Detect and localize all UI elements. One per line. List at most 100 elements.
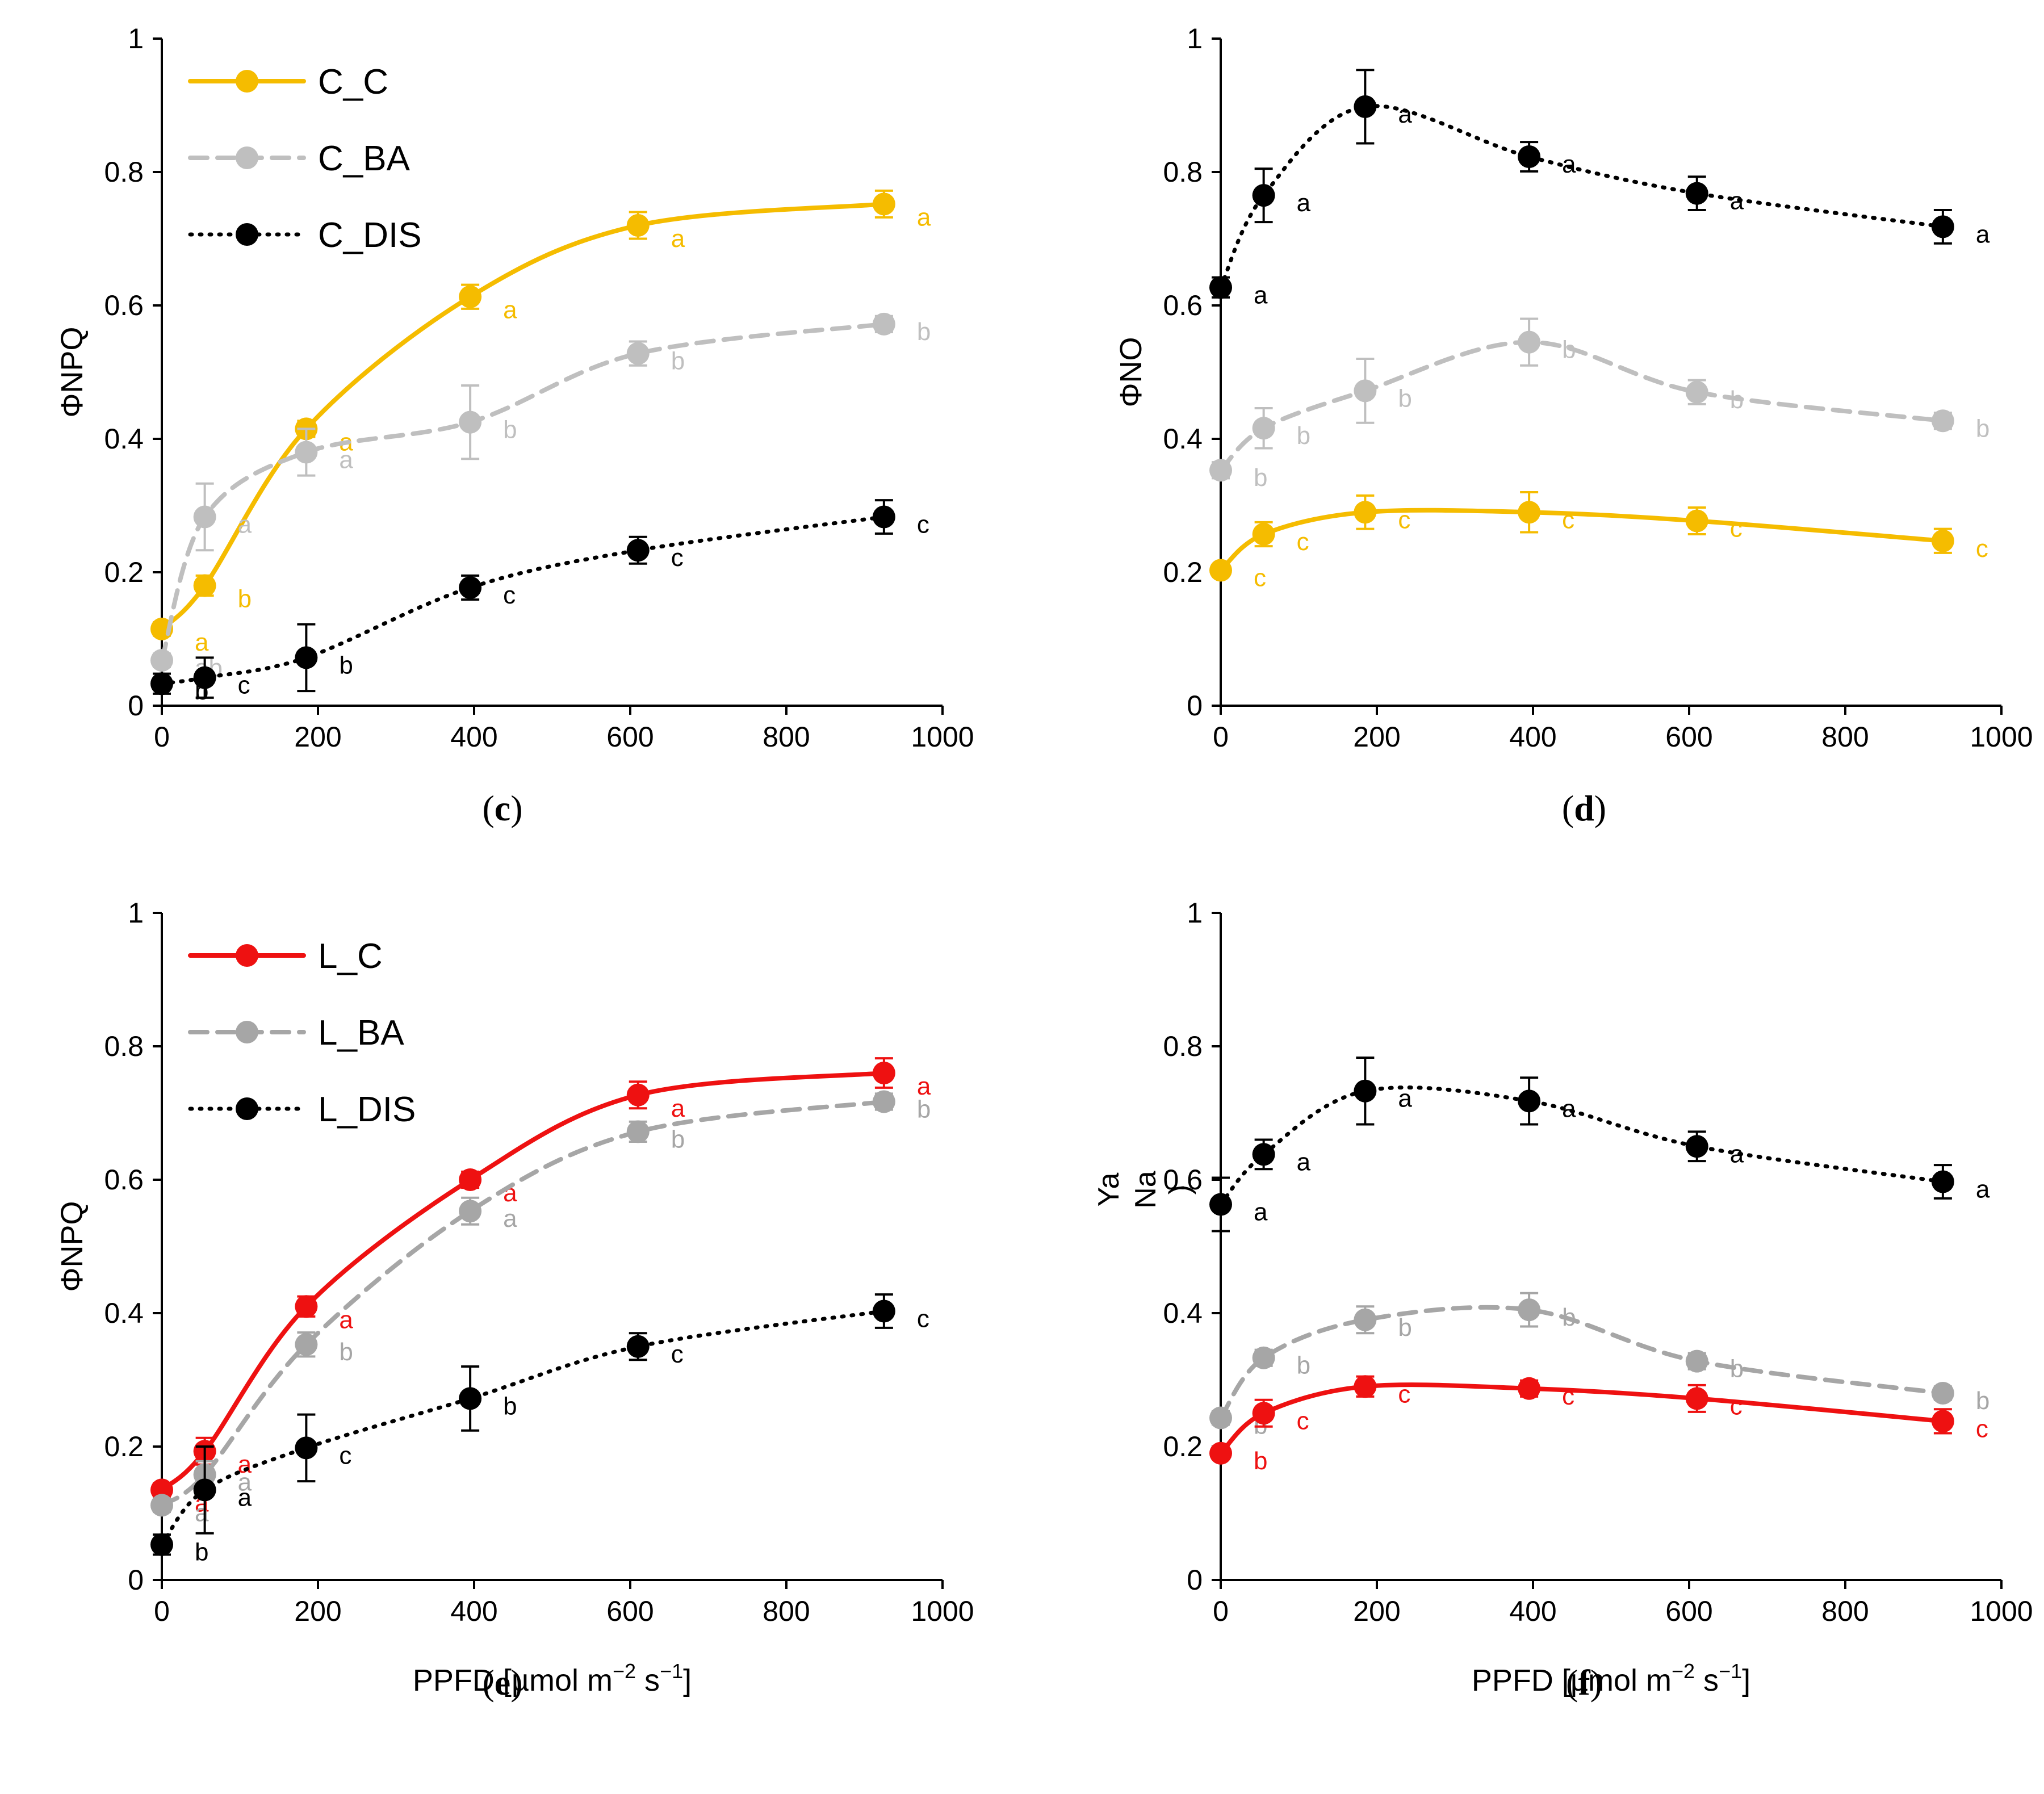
series-C: bcc c cc (1209, 1375, 1988, 1475)
panel-label-open: ( (482, 788, 494, 828)
data-point (1252, 184, 1275, 207)
panel-label-close: ) (510, 788, 522, 828)
legend-marker (236, 70, 258, 93)
significance-letter: a (339, 446, 353, 474)
x-tick-label: 600 (606, 1595, 654, 1627)
y-tick-label: 0 (128, 1564, 144, 1596)
data-point (193, 1478, 216, 1502)
data-point (1685, 509, 1708, 533)
significance-letter: b (238, 585, 252, 613)
data-point (626, 539, 650, 562)
significance-letter: a (1562, 1095, 1576, 1122)
panel-label-open: ( (1566, 1662, 1578, 1703)
legend-label: L_DIS (318, 1090, 416, 1129)
data-point (1209, 459, 1232, 482)
legend-marker (236, 1097, 258, 1120)
significance-letter: a (1398, 100, 1412, 128)
data-point (1252, 1143, 1275, 1166)
y-tick-label: 0.8 (104, 156, 144, 188)
significance-letter: c (1398, 506, 1410, 534)
x-tick-label: 400 (450, 721, 497, 753)
panel-label: (e) (482, 1662, 522, 1703)
data-point (459, 1387, 482, 1410)
significance-letter: b (503, 416, 517, 444)
significance-letter: a (238, 1483, 252, 1511)
data-point (295, 646, 318, 669)
x-axis-label-sup2: −1 (1719, 1659, 1742, 1683)
data-point (1354, 501, 1377, 524)
data-point (872, 192, 895, 216)
significance-letter: c (671, 544, 684, 572)
data-point (1354, 95, 1377, 118)
y-axis-label: ΦNPQ (55, 1201, 89, 1292)
series-C_BA: a b a a b b b (150, 312, 931, 682)
significance-letter: c (339, 1441, 351, 1469)
data-point (1354, 379, 1377, 403)
data-point (872, 312, 895, 336)
data-point (1518, 330, 1541, 354)
significance-letter: b (503, 1392, 517, 1420)
significance-letter: c (503, 581, 516, 609)
panel-d: 00.20.40.60.810 200 400 600 800 1000ΦNO(d)aaa… (1114, 23, 2033, 828)
x-axis-label: PPFD [µmol m−2 s−1] (1472, 1659, 1750, 1697)
significance-letter: a (671, 225, 685, 253)
series-line (1218, 508, 1945, 573)
data-point (295, 441, 318, 464)
significance-letter: b (1254, 464, 1267, 492)
x-tick-label: 0 (154, 1595, 170, 1627)
panel-label: (d) (1562, 788, 1606, 828)
y-tick-label: 0.2 (104, 1431, 144, 1462)
series-DIS: a a a a a a (1209, 69, 1990, 309)
significance-letter: b (1398, 1314, 1411, 1342)
data-point (1518, 501, 1541, 524)
series-line (1218, 1382, 1945, 1456)
x-axis-label-main: PPFD [µmol m (413, 1663, 613, 1697)
significance-letter: b (1254, 1447, 1267, 1475)
legend-marker (236, 146, 258, 169)
significance-letter: b (195, 1539, 208, 1566)
data-point (1931, 215, 1954, 238)
data-point (1209, 1406, 1232, 1430)
x-tick-label: 1000 (911, 1595, 974, 1627)
data-point (150, 649, 173, 672)
legend: L_C L_BA L_DIS (188, 937, 416, 1129)
panel-label-close: ) (510, 1662, 522, 1703)
data-point (626, 1120, 650, 1143)
x-tick-label: 800 (763, 1595, 810, 1627)
significance-letter: a (1730, 1140, 1744, 1168)
y-tick-label: 1 (1187, 897, 1203, 929)
significance-letter: c (238, 672, 250, 699)
significance-letter: c (671, 1340, 684, 1368)
data-point (1354, 1375, 1377, 1398)
x-axis-label-mid: s (1695, 1663, 1719, 1697)
x-axis-label-mid: s (636, 1663, 660, 1697)
significance-letter: b (1297, 422, 1310, 450)
data-point (872, 505, 895, 529)
significance-letter: c (1562, 1382, 1574, 1410)
significance-letter: b (1562, 336, 1576, 364)
series-line (160, 202, 886, 631)
significance-letter: a (671, 1095, 685, 1122)
data-point (1685, 1135, 1708, 1158)
data-point (459, 410, 482, 434)
significance-letter: a (1976, 220, 1990, 248)
x-tick-label: 600 (606, 721, 654, 753)
data-point (193, 574, 216, 597)
y-axis-label: ΦNO (1114, 337, 1148, 407)
y-tick-label: 0.8 (104, 1030, 144, 1062)
data-point (1354, 1308, 1377, 1331)
data-point (1931, 1170, 1954, 1193)
y-tick-label: 1 (128, 23, 144, 55)
legend-marker (236, 1021, 258, 1043)
data-point (626, 342, 650, 365)
series-line (1218, 1305, 1945, 1420)
data-point (1252, 417, 1275, 440)
y-tick-label: 0 (1187, 1564, 1203, 1596)
significance-letter: a (1254, 1198, 1268, 1226)
x-tick-label: 0 (1213, 1595, 1229, 1627)
data-point (459, 285, 482, 308)
legend-marker (236, 223, 258, 246)
significance-letter: c (1976, 1415, 1988, 1443)
series-C: c c c c c c (1209, 491, 1988, 592)
